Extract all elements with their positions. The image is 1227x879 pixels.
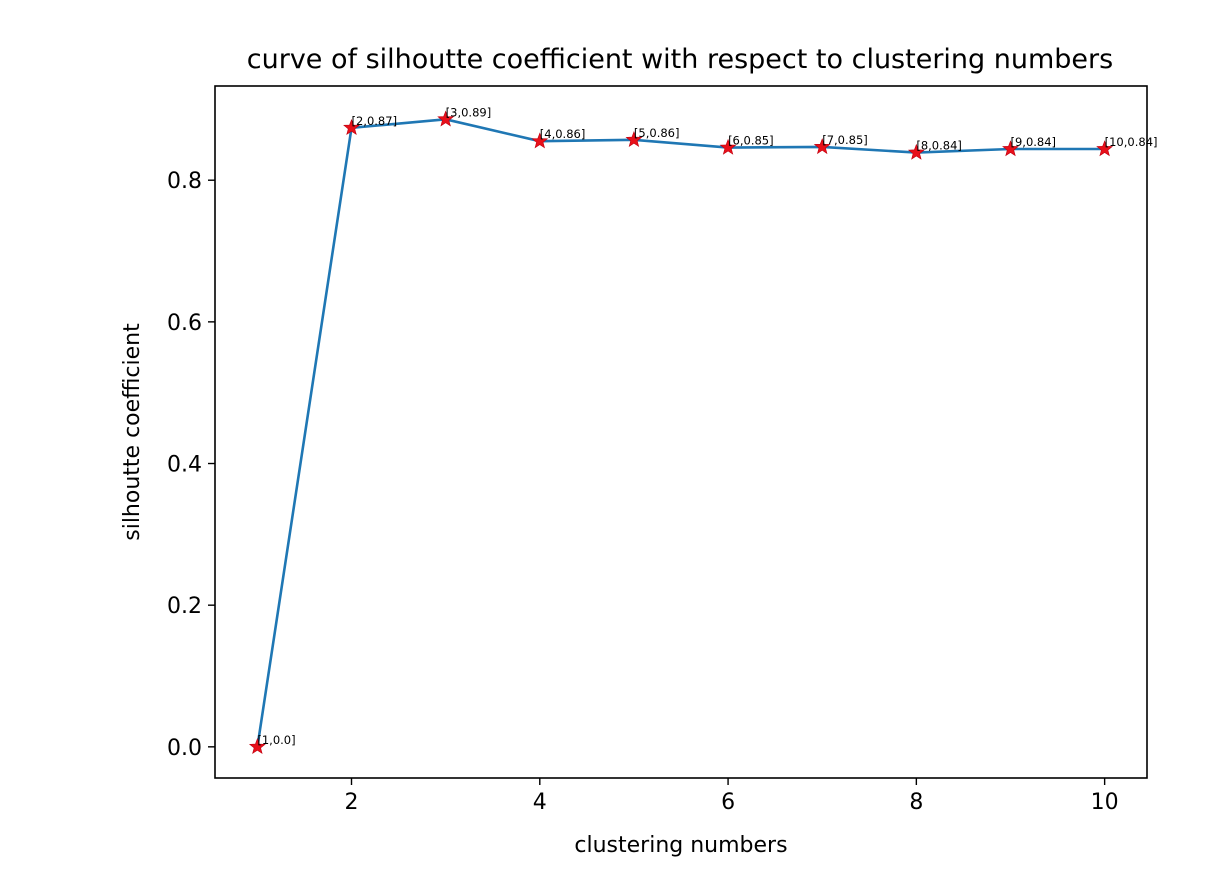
point-annotation: [8,0.84] <box>916 139 962 153</box>
data-point-marker <box>343 118 360 135</box>
y-tick-label: 0.0 <box>167 736 202 761</box>
data-point-marker <box>907 143 925 160</box>
point-annotation: [6,0.85] <box>728 134 774 148</box>
y-tick-label: 0.6 <box>167 311 202 336</box>
point-annotation: [1,0.0] <box>257 733 295 747</box>
y-tick-label: 0.2 <box>167 594 202 619</box>
data-point-marker <box>719 138 737 155</box>
y-tick-label: 0.4 <box>167 453 202 478</box>
series-line <box>256 118 1105 747</box>
point-annotation: [9,0.84] <box>1010 135 1056 149</box>
plot-frame <box>214 85 1148 779</box>
y-tick-label: 0.8 <box>167 169 202 194</box>
data-point-marker <box>625 130 643 147</box>
data-point-marker <box>813 138 831 155</box>
x-tick-label: 8 <box>909 790 923 815</box>
data-point-marker <box>437 110 455 127</box>
x-tick-label: 6 <box>721 790 735 815</box>
point-annotation: [3,0.89] <box>446 105 492 119</box>
point-annotation: [5,0.86] <box>634 126 680 140</box>
x-tick-label: 4 <box>533 790 547 815</box>
point-annotation: [10,0.84] <box>1105 135 1158 149</box>
data-point-marker <box>1096 140 1114 157</box>
data-point-marker <box>1002 140 1019 157</box>
point-annotation: [4,0.86] <box>540 127 586 141</box>
x-axis-label: clustering numbers <box>574 833 787 858</box>
data-point-marker <box>248 737 266 754</box>
x-tick-label: 2 <box>345 790 359 815</box>
x-tick-label: 10 <box>1091 790 1119 815</box>
chart-title: curve of silhoutte coefficient with resp… <box>247 44 1113 75</box>
y-axis-label: silhoutte coefficient <box>120 323 145 541</box>
point-annotation: [7,0.85] <box>822 133 868 147</box>
point-annotation: [2,0.87] <box>352 114 398 128</box>
data-point-marker <box>531 132 549 149</box>
